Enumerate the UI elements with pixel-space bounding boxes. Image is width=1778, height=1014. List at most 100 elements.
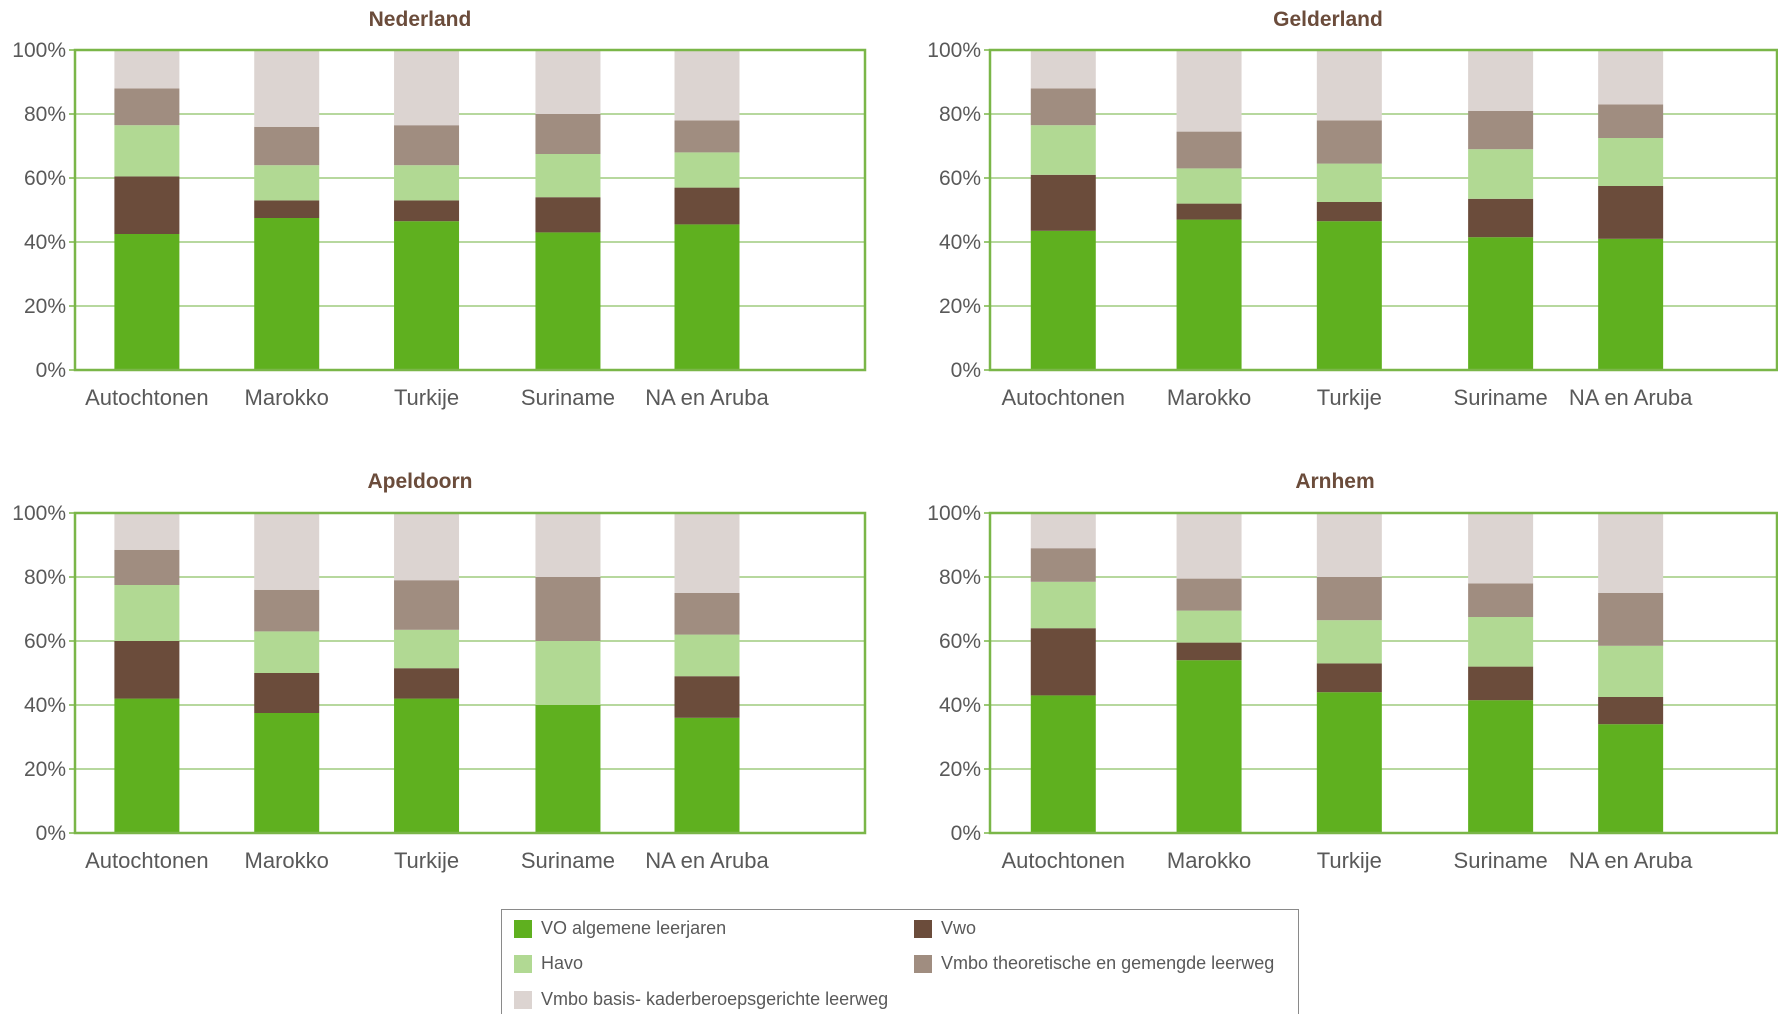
x-tick-label: NA en Aruba	[645, 848, 769, 873]
x-tick-label: Marokko	[245, 848, 329, 873]
bar-segment-vwo	[394, 668, 460, 699]
bar-segment-vo	[1030, 230, 1096, 370]
bar-segment-havo	[254, 165, 320, 201]
bar-segment-vo	[1030, 695, 1096, 833]
chart-title: Gelderland	[1273, 8, 1383, 31]
y-tick-label: 20%	[24, 758, 66, 781]
y-tick-label: 60%	[939, 167, 981, 190]
bar-segment-vmbo_tg	[1468, 583, 1534, 617]
x-tick-label: Suriname	[521, 385, 615, 410]
y-tick-label: 0%	[36, 822, 66, 845]
y-tick-label: 80%	[939, 566, 981, 589]
y-tick-label: 0%	[951, 822, 981, 845]
y-tick-label: 80%	[939, 103, 981, 126]
bar-segment-vmbo_bk	[1176, 50, 1242, 132]
bar-segment-vo	[254, 218, 320, 370]
x-tick-label: Suriname	[1454, 848, 1548, 873]
x-tick-label: Turkije	[394, 385, 459, 410]
bar-segment-vo	[1316, 221, 1382, 370]
bar-segment-vmbo_bk	[1598, 513, 1664, 593]
bar-segment-vmbo_tg	[1030, 88, 1096, 126]
bar-segment-havo	[1316, 620, 1382, 664]
bar-segment-havo	[114, 125, 180, 177]
bar-segment-vo	[1598, 724, 1664, 833]
bar-segment-havo	[1468, 149, 1534, 199]
bar-segment-vo	[394, 221, 460, 370]
legend-label-vmbo-tg: Vmbo theoretische en gemengde leerweg	[941, 953, 1275, 973]
bar-segment-vmbo_tg	[394, 125, 460, 166]
plot-border	[73, 48, 867, 372]
bar-segment-vo	[394, 698, 460, 833]
y-tick-label: 60%	[24, 167, 66, 190]
legend-item-vmbo-tg: Vmbo theoretische en gemengde leerweg	[914, 953, 1274, 974]
bar-segment-havo	[394, 629, 460, 669]
bar-segment-vo	[1598, 238, 1664, 370]
bar-segment-vmbo_tg	[1030, 548, 1096, 582]
bar-segment-vmbo_tg	[1176, 578, 1242, 611]
bar-segment-vmbo_bk	[1176, 513, 1242, 579]
plot-border	[988, 511, 1778, 835]
bar-segment-vo	[1176, 660, 1242, 833]
bar-segment-vo	[114, 234, 180, 370]
bar-segment-vwo	[1598, 186, 1664, 239]
legend-swatch-havo	[514, 954, 532, 973]
legend-label-vmbo-bk: Vmbo basis- kaderberoepsgerichte leerweg	[541, 989, 889, 1009]
legend-item-vmbo-bk: Vmbo basis- kaderberoepsgerichte leerweg	[514, 989, 888, 1010]
legend-label-vwo: Vwo	[941, 918, 977, 938]
bar-segment-vwo	[254, 673, 320, 713]
x-tick-label: Turkije	[1317, 385, 1382, 410]
y-tick-label: 40%	[939, 694, 981, 717]
bar-segment-vmbo_bk	[674, 513, 740, 593]
bar-segment-vmbo_tg	[535, 577, 601, 641]
bar-segment-vmbo_bk	[1316, 513, 1382, 577]
y-tick-label: 60%	[939, 630, 981, 653]
bar-segment-vmbo_tg	[1598, 104, 1664, 138]
legend-swatch-vmbo-tg	[914, 954, 932, 973]
y-tick-label: 80%	[24, 566, 66, 589]
chart-title: Apeldoorn	[368, 470, 473, 493]
legend-item-havo: Havo	[514, 953, 583, 974]
x-tick-label: Marokko	[1167, 848, 1251, 873]
bar-segment-vwo	[1030, 628, 1096, 696]
bar-segment-vmbo_bk	[535, 513, 601, 577]
bar-segment-vmbo_tg	[254, 589, 320, 632]
bar-segment-havo	[674, 152, 740, 188]
bar-segment-vwo	[114, 641, 180, 699]
bar-segment-havo	[535, 641, 601, 705]
bar-segment-vwo	[1468, 198, 1534, 238]
bar-segment-vmbo_tg	[1176, 131, 1242, 169]
y-tick-label: 0%	[36, 359, 66, 382]
chart-title: Nederland	[369, 8, 472, 31]
legend-swatch-vwo	[914, 919, 932, 938]
bar-segment-vwo	[1316, 663, 1382, 693]
bar-segment-vmbo_bk	[674, 50, 740, 121]
bar-segment-vmbo_bk	[1030, 513, 1096, 549]
chart-panel-3: Arnhem 0% 20% 40% 60% 80% 100% Autochtonen Marok…	[927, 470, 1778, 873]
bar-segment-vmbo_bk	[254, 513, 320, 590]
y-tick-label: 0%	[951, 359, 981, 382]
bar-segment-vmbo_tg	[674, 593, 740, 635]
bar-segment-vmbo_bk	[535, 50, 601, 114]
bar-segment-vo	[535, 232, 601, 370]
bar-segment-vmbo_bk	[394, 50, 460, 126]
bar-segment-havo	[1176, 168, 1242, 204]
bar-segment-vwo	[1468, 666, 1534, 701]
plot-border	[73, 511, 867, 835]
bar-segment-vwo	[674, 676, 740, 718]
bar-segment-havo	[254, 631, 320, 673]
y-tick-label: 100%	[927, 502, 981, 525]
bar-segment-vwo	[1176, 203, 1242, 220]
chart-title: Arnhem	[1295, 470, 1374, 493]
bar-segment-vmbo_tg	[114, 88, 180, 126]
x-tick-label: Autochtonen	[1002, 385, 1126, 410]
bar-segment-havo	[674, 634, 740, 677]
x-tick-label: Turkije	[394, 848, 459, 873]
bar-segment-havo	[1316, 163, 1382, 202]
legend-swatch-vo	[514, 919, 532, 938]
bar-segment-vwo	[1176, 642, 1242, 661]
y-tick-label: 100%	[12, 39, 66, 62]
x-tick-label: NA en Aruba	[1569, 848, 1693, 873]
bar-segment-vo	[674, 224, 740, 370]
bar-segment-vwo	[394, 200, 460, 222]
chart-panel-0: Nederland 0% 20% 40% 60% 80% 100% Autochtonen Ma…	[12, 8, 867, 410]
